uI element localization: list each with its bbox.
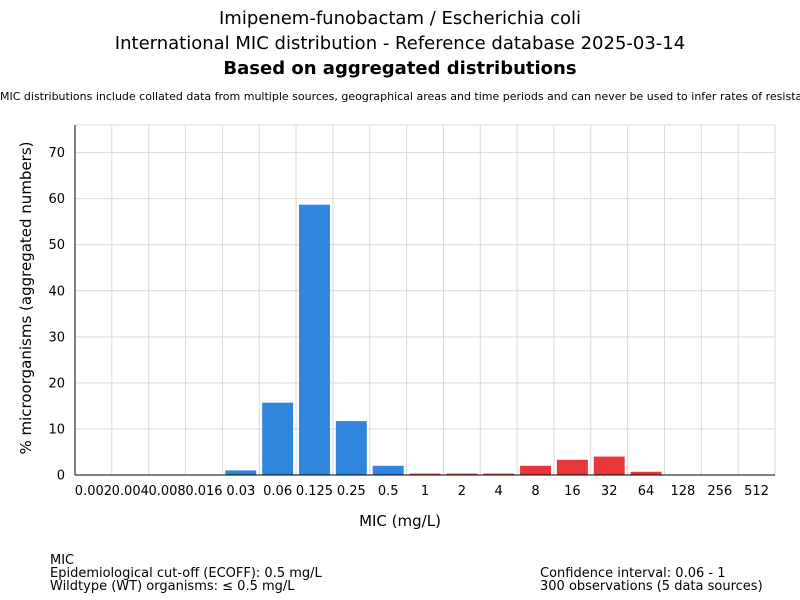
bar-1 <box>409 473 441 475</box>
x-tick-label: 32 <box>601 484 618 499</box>
x-tick-label: 128 <box>670 484 695 499</box>
x-tick-label: 64 <box>638 484 655 499</box>
x-tick-label: 0.004 <box>112 484 149 499</box>
x-tick-label: 0.06 <box>263 484 292 499</box>
y-tick-label: 40 <box>48 284 65 299</box>
x-tick-label: 1 <box>421 484 429 499</box>
bar-0.03 <box>225 470 257 475</box>
footer-right: Confidence interval: 0.06 - 1 300 observ… <box>540 567 763 593</box>
bar-2 <box>446 473 478 475</box>
x-tick-label: 8 <box>531 484 539 499</box>
chart-title-line2: International MIC distribution - Referen… <box>114 33 686 54</box>
y-tick-label: 20 <box>48 376 65 391</box>
bar-8 <box>520 465 551 475</box>
x-tick-label: 256 <box>707 484 732 499</box>
footer-observations: 300 observations (5 data sources) <box>540 579 763 594</box>
bar-16 <box>556 459 588 475</box>
x-tick-label: 0.008 <box>148 484 185 499</box>
y-axis-label: % microorganisms (aggregated numbers) <box>17 141 35 454</box>
x-axis-label: MIC (mg/L) <box>359 512 441 530</box>
bar-0.5 <box>372 465 404 475</box>
axes: 0 10 20 30 40 50 60 70 0.002 0.004 0.008 0.016 0.03 0… <box>48 125 775 499</box>
y-tick-label: 30 <box>48 330 65 345</box>
chart-title-line1: Imipenem-funobactam / Escherichia coli <box>218 8 581 29</box>
x-tick-label: 512 <box>744 484 769 499</box>
x-tick-label: 0.016 <box>185 484 222 499</box>
footer-ecoff: Epidemiological cut-off (ECOFF): 0.5 mg/… <box>50 566 322 581</box>
bar-0.06 <box>262 402 294 475</box>
x-tick-label: 2 <box>458 484 466 499</box>
bar-32 <box>593 456 625 475</box>
bar-0.25 <box>335 421 367 475</box>
x-tick-label: 0.03 <box>226 484 255 499</box>
x-tick-label: 0.5 <box>378 484 399 499</box>
footer-mic-label: MIC <box>50 553 75 568</box>
chart-title-line3: Based on aggregated distributions <box>223 58 577 79</box>
y-tick-label: 50 <box>48 238 65 253</box>
x-tick-label: 0.25 <box>337 484 366 499</box>
grid-lines <box>74 124 776 476</box>
x-tick-label: 4 <box>495 484 503 499</box>
x-tick-label: 0.002 <box>75 484 112 499</box>
x-tick-label: 16 <box>564 484 581 499</box>
bars <box>225 204 662 475</box>
bar-4 <box>483 473 515 475</box>
footer-wildtype: Wildtype (WT) organisms: ≤ 0.5 mg/L <box>50 579 295 594</box>
x-tick-label: 0.125 <box>296 484 333 499</box>
y-tick-label: 0 <box>57 469 65 484</box>
plot-frame <box>74 124 776 476</box>
y-tick-label: 10 <box>48 422 65 437</box>
bar-0.125 <box>299 204 330 475</box>
bar-64 <box>630 471 662 475</box>
y-tick-label: 70 <box>48 146 65 161</box>
footer-confidence-interval: Confidence interval: 0.06 - 1 <box>540 566 726 581</box>
y-tick-label: 60 <box>48 192 65 207</box>
chart-subtitle: MIC distributions include collated data … <box>0 90 800 103</box>
footer-left: MIC Epidemiological cut-off (ECOFF): 0.5… <box>50 554 322 593</box>
